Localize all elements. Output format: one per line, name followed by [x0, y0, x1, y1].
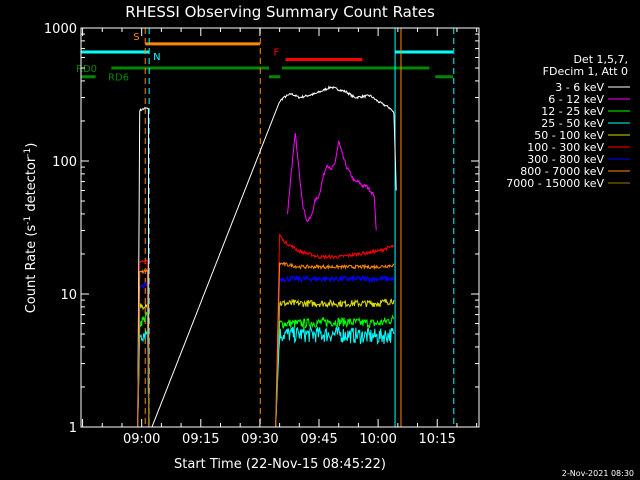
- x-tick-label: 10:15: [418, 432, 455, 447]
- x-tick-label: 10:00: [359, 432, 396, 447]
- x-tick-label: 09:00: [123, 432, 160, 447]
- series-line: [287, 133, 377, 231]
- series-line: [137, 261, 395, 428]
- attenuator-lines: [144, 28, 455, 427]
- y-label-exponent: -1: [23, 148, 33, 157]
- x-tick-label: 09:15: [182, 432, 219, 447]
- x-axis: 09:00 09:15 09:30 09:45 10:00 10:15: [82, 28, 478, 447]
- y-tick-label: 10: [60, 288, 77, 303]
- series-line: [137, 274, 395, 428]
- y-label-text: detector: [24, 156, 39, 216]
- flag-label: RD6: [108, 73, 129, 84]
- plot-frame: [80, 27, 480, 428]
- flag-label: F: [274, 47, 280, 58]
- legend-entry: 50 - 100 keV: [534, 129, 604, 142]
- y-label-text: ): [24, 143, 39, 148]
- legend-entry: 6 - 12 keV: [548, 93, 604, 106]
- y-axis: 1 10 100 1000: [44, 22, 479, 436]
- y-axis-label: Count Rate (s-1 detector-1): [23, 143, 39, 314]
- y-tick-label: 1000: [44, 22, 77, 37]
- legend-entry: 100 - 300 keV: [527, 141, 604, 154]
- legend-entry: 12 - 25 keV: [541, 105, 604, 118]
- legend-entry: 7000 - 15000 keV: [506, 177, 604, 190]
- chart-title: RHESSI Observing Summary Count Rates: [125, 3, 435, 21]
- y-tick-label: 1: [69, 421, 77, 436]
- legend-entry: 3 - 6 keV: [555, 81, 604, 94]
- series-line: [137, 85, 397, 428]
- x-tick-label: 09:45: [300, 432, 337, 447]
- footer-date: 2-Nov-2021 08:30: [562, 469, 634, 478]
- series-line: [137, 326, 395, 428]
- legend-header: Det 1,5,7,: [573, 53, 628, 66]
- flag-bars: S N F RD0 RD6: [76, 32, 453, 84]
- y-label-exponent: -1: [23, 216, 33, 225]
- y-label-text: Count Rate (s: [24, 225, 39, 314]
- series-lines: [137, 85, 397, 428]
- flag-label: S: [133, 32, 139, 43]
- legend-entry: 800 - 7000 keV: [520, 165, 604, 178]
- legend-entry: 300 - 800 keV: [527, 153, 604, 166]
- series-line: [137, 298, 395, 428]
- legend-entry: 25 - 50 keV: [541, 117, 604, 130]
- x-tick-label: 09:30: [241, 432, 278, 447]
- series-line: [147, 392, 150, 428]
- flag-label: RD0: [76, 64, 97, 75]
- y-tick-label: 100: [52, 155, 77, 170]
- flag-label: N: [153, 52, 160, 63]
- x-axis-label: Start Time (22-Nov-15 08:45:22): [174, 457, 386, 472]
- legend-header: FDecim 1, Att 0: [543, 65, 628, 78]
